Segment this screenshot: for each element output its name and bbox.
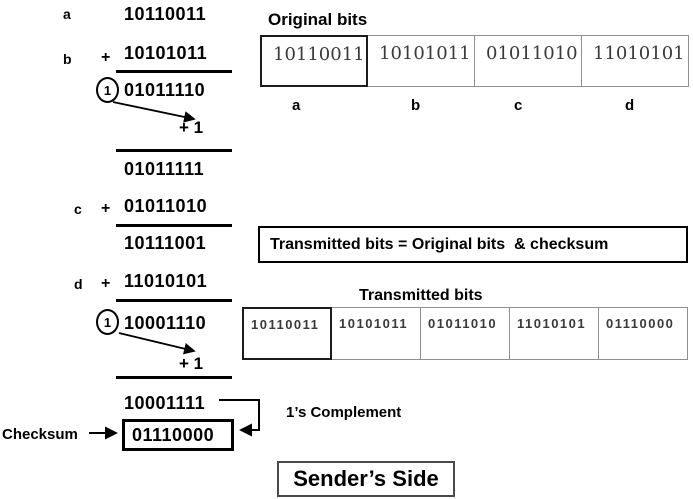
checksum-box: 01110000: [122, 419, 234, 451]
sum-line-2: [116, 149, 232, 152]
operand-label-d: d: [74, 276, 83, 292]
operand-label-b: b: [63, 51, 72, 67]
plus-sign-b: +: [101, 49, 111, 66]
checksum-value: 01110000: [132, 424, 215, 445]
wrapped-sum-2: 10001111: [124, 393, 206, 413]
wrapped-sum-1: 01011111: [124, 159, 205, 179]
column-label-d: d: [625, 97, 635, 114]
transmitted-bits-cell-4: 11010101: [509, 307, 599, 360]
sum-2-value: 10111001: [124, 233, 207, 253]
transmitted-bits-table: 10110011 10101011 01011010 11010101 0111…: [242, 307, 688, 360]
original-bits-cell-b: 10101011: [367, 35, 475, 87]
operand-d-value: 11010101: [124, 271, 208, 291]
wraparound-plus-one-1: + 1: [179, 118, 204, 137]
operand-label-a: a: [63, 6, 71, 22]
ones-complement-label: 1’s Complement: [286, 404, 402, 421]
transmitted-bits-cell-2: 10101011: [331, 307, 421, 360]
plus-sign-d: +: [101, 275, 111, 292]
operand-c-value: 01011010: [124, 196, 208, 216]
wraparound-plus-one-2: + 1: [179, 354, 204, 373]
carry-bit-2: 1: [103, 314, 112, 330]
original-bits-table: 10110011 10101011 01011010 11010101: [260, 35, 689, 87]
formula-text: Transmitted bits = Original bits & check…: [270, 235, 609, 253]
column-label-b: b: [411, 97, 421, 114]
original-bits-cell-c: 01011010: [474, 35, 582, 87]
checksum-label: Checksum: [2, 426, 78, 443]
operand-b-value: 10101011: [124, 43, 208, 63]
original-bits-cell-d: 11010101: [581, 35, 689, 87]
sum-line-3: [116, 224, 232, 227]
sender-side-label: Sender’s Side: [293, 466, 439, 491]
column-label-a: a: [292, 97, 301, 114]
transmitted-bits-cell-5: 01110000: [598, 307, 688, 360]
formula-box: Transmitted bits = Original bits & check…: [258, 226, 688, 263]
transmitted-bits-cell-1: 10110011: [242, 307, 332, 360]
sum-3-value: 10001110: [124, 313, 207, 333]
carry-wrap-arrow-1: [112, 101, 196, 123]
operand-a-value: 10110011: [124, 4, 207, 24]
transmitted-bits-heading: Transmitted bits: [359, 287, 483, 304]
sum-line-1: [116, 70, 232, 73]
sender-side-box: Sender’s Side: [277, 461, 455, 497]
sum-line-5: [116, 376, 232, 379]
carry-circle-1: 1: [96, 77, 119, 103]
carry-bit-1: 1: [103, 82, 112, 98]
original-bits-cell-a: 10110011: [260, 35, 368, 87]
plus-sign-c: +: [101, 200, 111, 217]
transmitted-bits-cell-3: 01011010: [420, 307, 510, 360]
original-bits-heading: Original bits: [268, 10, 368, 29]
carry-wrap-arrow-2: [118, 332, 196, 355]
sum-line-4: [116, 299, 232, 302]
sum-1-value: 01011110: [124, 80, 206, 100]
column-label-c: c: [514, 97, 523, 114]
carry-circle-2: 1: [96, 309, 119, 335]
operand-label-c: c: [74, 201, 82, 217]
